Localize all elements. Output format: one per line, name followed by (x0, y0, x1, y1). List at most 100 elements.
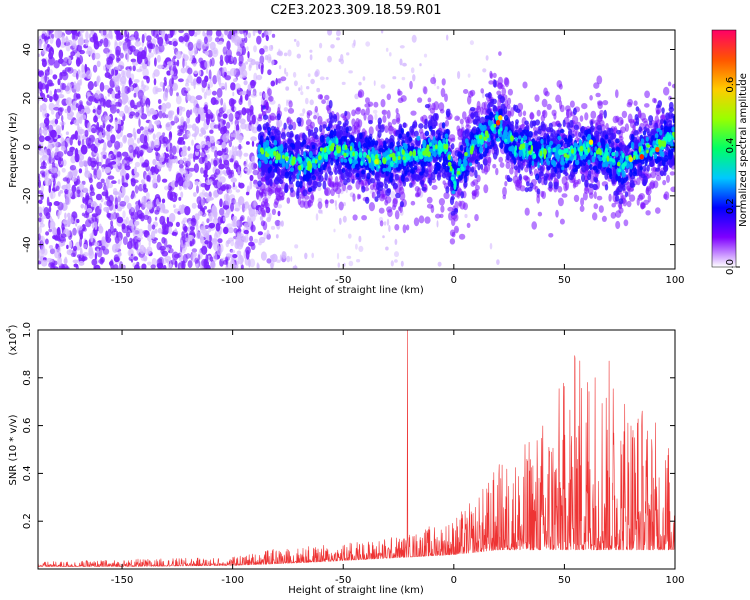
spectrogram-noise-blob (195, 231, 202, 239)
spectrogram-signal-blob (317, 115, 323, 125)
spectrogram-signal-blob (492, 163, 497, 169)
spectrogram-noise-blob (98, 223, 102, 230)
spectrogram-noise-blob (56, 151, 64, 158)
spectrogram-noise-blob (133, 135, 137, 141)
spectrogram-noise-blob (133, 49, 140, 57)
spectrogram-signal-blob (427, 97, 432, 103)
spectrogram-noise-blob (125, 175, 129, 181)
spectrogram-noise-blob (204, 144, 209, 151)
spectrogram-noise-blob (71, 184, 77, 193)
spectrogram-noise-blob (133, 227, 141, 237)
spectrogram-noise-blob (88, 144, 91, 149)
spectrogram-signal-blob (498, 51, 502, 56)
spectrogram-noise-blob (228, 140, 232, 148)
spectrogram-noise-blob (162, 143, 167, 149)
spectrogram-faint-dot (338, 217, 342, 225)
spectrogram-signal-blob (598, 205, 604, 213)
spectrogram-noise-blob (251, 140, 255, 147)
spectrogram-noise-blob (139, 244, 145, 255)
spectrogram-noise-blob (68, 240, 73, 249)
spectrogram-signal-blob (424, 104, 431, 109)
spectrogram-signal-blob (280, 132, 286, 140)
spectrogram-noise-blob (247, 51, 250, 59)
spectrogram-noise-blob (187, 41, 194, 51)
spectrogram-noise-blob (75, 103, 79, 109)
spectrogram-signal-blob (410, 200, 416, 206)
spectrogram-noise-blob (134, 40, 141, 47)
spectrogram-signal-blob (649, 171, 657, 179)
spectrogram-noise-blob (202, 30, 206, 37)
spectrogram-noise-blob (55, 185, 60, 192)
spectrogram-noise-blob (110, 154, 117, 160)
spectrogram-noise-blob (239, 216, 244, 222)
spectrogram-noise-blob (129, 111, 136, 116)
spectrogram-noise-blob (174, 180, 179, 188)
spectrogram-signal-blob (558, 83, 563, 90)
spectrogram-noise-blob (161, 237, 166, 244)
spectrogram-faint-dot (358, 235, 362, 243)
spectrogram-noise-blob (216, 150, 223, 156)
spectrogram-noise-blob (243, 229, 249, 235)
spectrogram-noise-blob (151, 110, 158, 115)
spectrogram-faint-dot (469, 40, 474, 46)
spectrogram-noise-blob (114, 120, 118, 125)
spectrogram-noise-blob (65, 36, 68, 42)
spectrogram-faint-dot (446, 34, 449, 41)
spectrogram-noise-blob (252, 30, 256, 37)
spectrogram-faint-dot (238, 149, 242, 157)
spectrogram-signal-blob (462, 202, 468, 211)
spectrogram-signal-blob (483, 101, 488, 111)
spectrogram-noise-blob (209, 256, 214, 262)
spectrogram-signal-blob (633, 100, 638, 106)
spectrogram-noise-blob (48, 185, 52, 194)
spectrogram-noise-blob (117, 207, 122, 212)
spectrogram-signal-blob (581, 103, 588, 110)
spectrogram-signal-blob (267, 88, 272, 97)
spectrogram-noise-blob (197, 112, 201, 123)
spectrogram-signal-blob (608, 193, 612, 202)
spectrogram-noise-blob (253, 72, 258, 82)
spectrogram-signal-blob (618, 203, 623, 210)
spectrogram-noise-blob (72, 133, 76, 140)
spectrogram-signal-blob (431, 185, 438, 190)
spectrogram-noise-blob (108, 194, 114, 204)
spectrogram-noise-blob (160, 203, 165, 210)
spectrogram-noise-blob (48, 206, 52, 213)
spectrogram-noise-blob (55, 88, 62, 93)
spectrogram-signal-blob (402, 224, 407, 234)
spectrogram-signal-blob (344, 110, 348, 116)
spectrogram-noise-blob (110, 161, 117, 165)
spectrogram-noise-blob (91, 52, 96, 61)
spectrogram-noise-blob (229, 149, 233, 159)
spectrogram-signal-blob (536, 194, 541, 204)
spectrogram-noise-blob (253, 238, 259, 244)
spectrogram-noise-blob (143, 214, 149, 220)
spectrogram-signal-blob (322, 180, 327, 190)
spectrogram-noise-blob (140, 113, 148, 120)
spectrogram-noise-blob (222, 119, 226, 125)
spectrogram-noise-blob (244, 93, 249, 101)
spectrogram-noise-blob (56, 226, 61, 236)
spectrogram-noise-blob (230, 99, 237, 105)
spectrogram-noise-blob (116, 216, 124, 224)
spectrogram-noise-blob (39, 84, 43, 92)
spectrogram-faint-dot (284, 67, 287, 75)
spectrogram-signal-blob (589, 95, 593, 101)
spectrogram-noise-blob (84, 63, 88, 73)
spectrogram-noise-blob (211, 47, 219, 58)
spectrogram-noise-blob (186, 94, 192, 102)
spectrogram-faint-dot (358, 245, 364, 252)
spectrogram-faint-dot (290, 256, 293, 262)
spectrogram-noise-blob (213, 99, 219, 105)
spectrogram-noise-blob (245, 141, 250, 145)
spectrogram-noise-blob (204, 160, 212, 171)
spectrogram-signal-blob (358, 194, 362, 200)
spectrogram-signal-blob (382, 114, 387, 123)
spectrogram-signal-blob (399, 201, 404, 208)
spectrogram-noise-blob (161, 102, 167, 113)
spectrogram-signal-blob (516, 179, 523, 189)
spectrogram-noise-blob (77, 37, 84, 46)
spectrogram-noise-blob (151, 257, 157, 267)
spectrogram-noise-blob (138, 118, 141, 128)
spectrogram-faint-dot (294, 244, 299, 249)
